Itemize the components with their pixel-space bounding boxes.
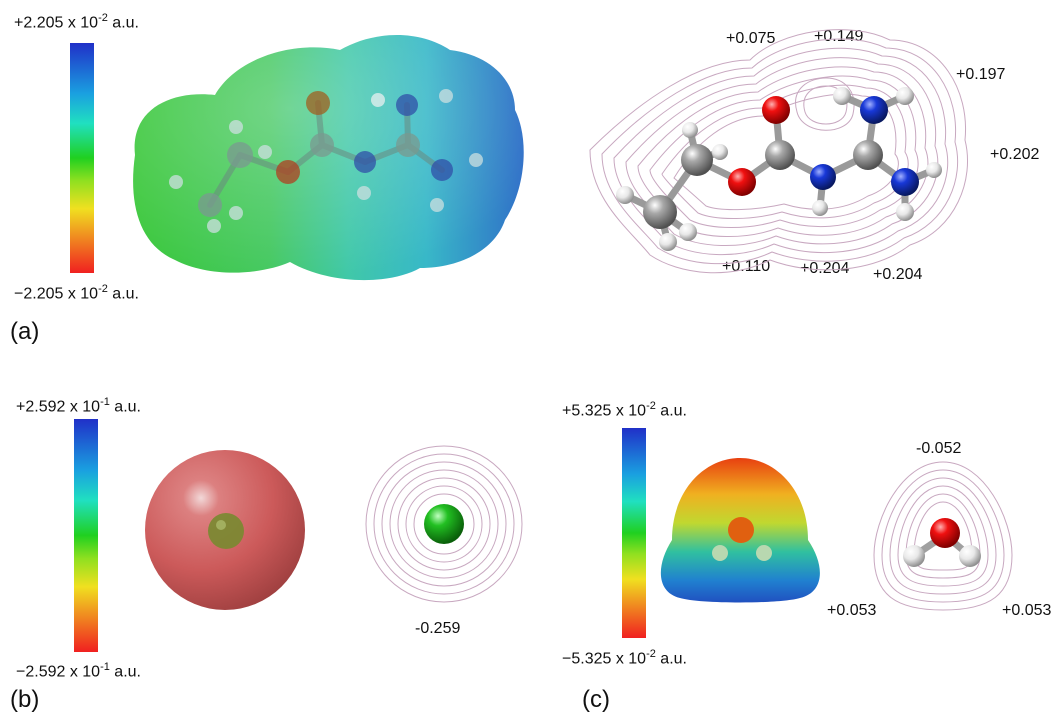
panel-a-color-scale-bar <box>70 43 94 273</box>
panel-b-chloride-ion <box>424 504 464 544</box>
panel-a-esp-surface <box>133 35 524 281</box>
panel-b-charge-label: -0.259 <box>415 620 461 637</box>
panel-a-charge-label: +0.204 <box>800 260 850 277</box>
panel-a-scale-max: +2.205 x 10-2 a.u. <box>14 12 139 32</box>
panel-a-scale-min: −2.205 x 10-2 a.u. <box>14 283 139 303</box>
panel-c-scale-max: +5.325 x 10-2 a.u. <box>562 400 687 420</box>
panel-b-scale-min: −2.592 x 10-1 a.u. <box>16 661 141 681</box>
panel-c-color-scale-bar <box>622 428 646 638</box>
panel-c-scale-min: −5.325 x 10-2 a.u. <box>562 648 687 668</box>
panel-c-charge-label: +0.053 <box>827 602 877 619</box>
panel-a-charge-label: +0.110 <box>722 258 771 275</box>
panel-a-charge-label: +0.202 <box>990 146 1040 163</box>
panel-a-contour-map <box>589 29 969 274</box>
panel-c-contour-map <box>873 461 1013 611</box>
panel-b-scale-max: +2.592 x 10-1 a.u. <box>16 396 141 416</box>
panel-c-water-molecule <box>903 518 981 567</box>
panel-a-charge-label: +0.075 <box>726 30 776 47</box>
panel-b-label: (b) <box>10 686 40 713</box>
panel-a-charge-label: +0.149 <box>814 28 864 45</box>
panel-c-esp-surface <box>660 458 820 603</box>
panel-a-charge-label: +0.197 <box>956 66 1006 83</box>
panel-a-molecule-ball-and-stick <box>616 87 942 251</box>
panel-a-charge-label: +0.204 <box>873 266 923 283</box>
panel-c-charge-label: -0.052 <box>916 440 962 457</box>
panel-b-color-scale-bar <box>74 419 98 652</box>
panel-b-esp-surface <box>145 450 305 610</box>
panel-b-contour-map <box>365 445 523 603</box>
panel-c-label: (c) <box>582 686 610 713</box>
panel-a-label: (a) <box>10 318 40 345</box>
panel-c-charge-label: +0.053 <box>1002 602 1052 619</box>
